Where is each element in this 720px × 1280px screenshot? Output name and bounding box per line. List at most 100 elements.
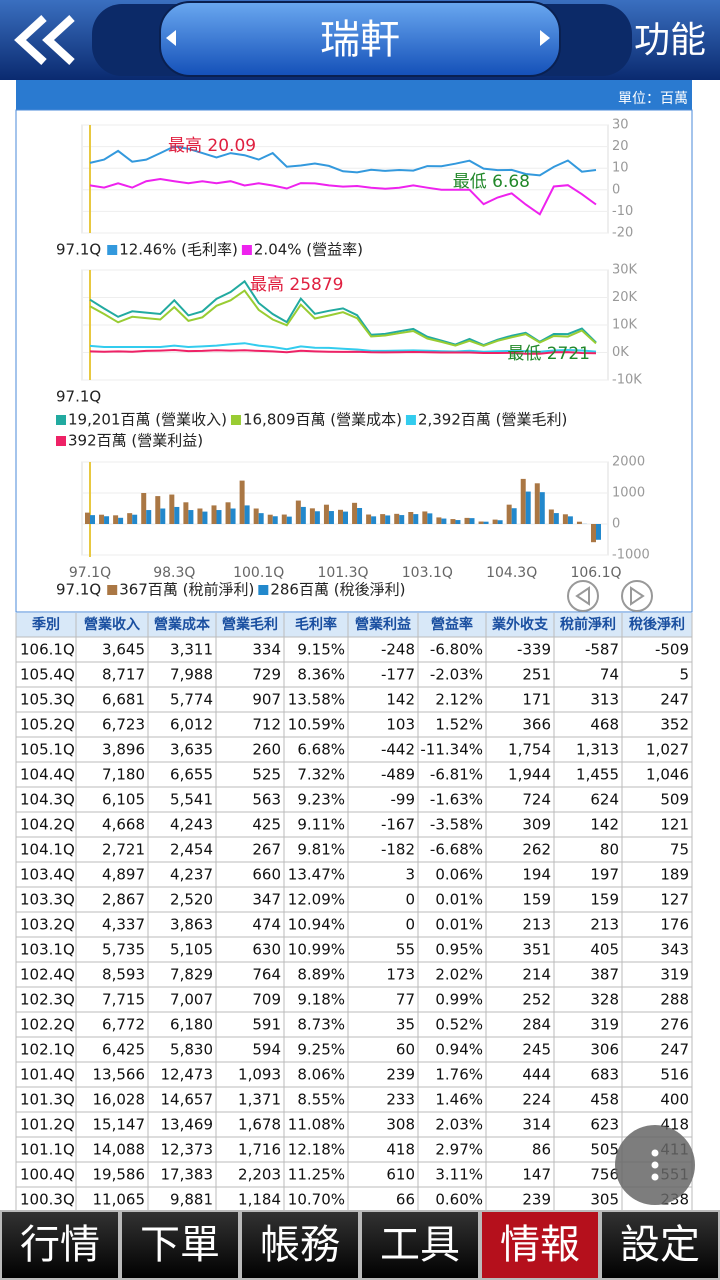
- table-cell: -1.63%: [430, 791, 483, 809]
- bar: [118, 517, 124, 524]
- table-cell: -6.81%: [430, 766, 483, 784]
- bar: [357, 508, 363, 524]
- table-cell: 405: [590, 941, 619, 959]
- table-cell: 233: [386, 1091, 415, 1109]
- table-cell: 594: [252, 1041, 281, 1059]
- table-cell: 288: [660, 991, 689, 1009]
- table-cell: 12.18%: [288, 1141, 345, 1159]
- table-cell: 2,867: [102, 891, 145, 909]
- y-tick-label: -10: [612, 204, 633, 219]
- table-cell: 103.3Q: [20, 891, 75, 909]
- function-button[interactable]: 功能: [634, 20, 706, 61]
- column-header: 營業利益: [355, 616, 411, 633]
- table-cell: 8.55%: [297, 1091, 345, 1109]
- table-cell: 7,007: [170, 991, 213, 1009]
- table-cell: 173: [386, 966, 415, 984]
- table-cell: -587: [585, 641, 619, 659]
- table-cell: 14,088: [93, 1141, 146, 1159]
- table-cell: 6,772: [102, 1016, 145, 1034]
- legend-label: 2.04% (營益率): [254, 241, 363, 259]
- table-cell: -442: [381, 741, 415, 759]
- table-cell: 3.11%: [435, 1166, 483, 1184]
- table-cell: 86: [532, 1141, 551, 1159]
- table-cell: 11.08%: [288, 1116, 345, 1134]
- table-cell: 563: [252, 791, 281, 809]
- table-cell: 10.94%: [288, 916, 345, 934]
- y-tick-label: 30K: [612, 263, 638, 278]
- table-cell: 305: [590, 1191, 619, 1209]
- table-cell: 313: [590, 691, 619, 709]
- table-cell: 8,593: [102, 966, 145, 984]
- bar: [338, 509, 343, 524]
- table-cell: 262: [522, 841, 551, 859]
- bar: [141, 493, 147, 524]
- table-cell: -182: [381, 841, 415, 859]
- table-cell: 60: [396, 1041, 415, 1059]
- legend-label: 2,392百萬 (營業毛利): [418, 411, 567, 429]
- bar: [202, 511, 208, 524]
- tab[interactable]: [240, 1210, 360, 1280]
- y-tick-label: 1000: [612, 486, 645, 501]
- table-cell: 194: [522, 866, 551, 884]
- table-cell: 5,105: [170, 941, 213, 959]
- header-title: 瑞軒: [320, 17, 400, 63]
- table-cell: 10.70%: [288, 1191, 345, 1209]
- tab[interactable]: [120, 1210, 240, 1280]
- bar: [267, 514, 273, 524]
- table-cell: 683: [590, 1066, 619, 1084]
- table-cell: 6,012: [170, 716, 213, 734]
- table-cell: 75: [670, 841, 689, 859]
- table-cell: 35: [396, 1016, 415, 1034]
- tab[interactable]: [360, 1210, 480, 1280]
- table-cell: 6.68%: [297, 741, 345, 759]
- table-cell: 171: [522, 691, 551, 709]
- bar: [464, 517, 470, 524]
- table-cell: 509: [660, 791, 689, 809]
- y-tick-label: 10: [612, 161, 629, 176]
- table-cell: 1.46%: [435, 1091, 483, 1109]
- table-cell: 907: [252, 691, 281, 709]
- table-cell: 104.4Q: [20, 766, 75, 784]
- bar: [427, 513, 433, 524]
- table-cell: 239: [522, 1191, 551, 1209]
- table-cell: 12,373: [161, 1141, 214, 1159]
- table-cell: 0.01%: [435, 891, 483, 909]
- table-cell: 458: [590, 1091, 619, 1109]
- y-tick-label: 2000: [612, 455, 645, 470]
- bar: [539, 492, 545, 524]
- table-cell: 709: [252, 991, 281, 1009]
- table-cell: 9.81%: [297, 841, 345, 859]
- table-cell: -11.34%: [420, 741, 483, 759]
- table-cell: 351: [522, 941, 551, 959]
- next-icon: [630, 586, 645, 606]
- tab[interactable]: [0, 1210, 120, 1280]
- table-cell: 309: [522, 816, 551, 834]
- bar: [244, 505, 250, 524]
- back-button[interactable]: [14, 15, 75, 65]
- table-cell: 13,469: [161, 1116, 214, 1134]
- tab[interactable]: [480, 1210, 600, 1280]
- legend-swatch: [241, 245, 252, 255]
- table-cell: 104.3Q: [20, 791, 75, 809]
- table-cell: 260: [252, 741, 281, 759]
- bar: [183, 502, 189, 524]
- table-cell: 724: [522, 791, 551, 809]
- table-cell: 12,473: [161, 1066, 214, 1084]
- tab[interactable]: [600, 1210, 720, 1280]
- table-cell: 764: [252, 966, 281, 984]
- column-header: 毛利率: [295, 616, 337, 633]
- bar: [104, 516, 110, 524]
- table-cell: 1,455: [576, 766, 619, 784]
- table-cell: 6,681: [102, 691, 145, 709]
- annotation: 最高 25879: [250, 275, 343, 295]
- table-cell: 4,237: [170, 866, 213, 884]
- unit-label: 單位：百萬: [618, 91, 688, 107]
- bar: [520, 478, 526, 524]
- table-cell: 4,897: [102, 866, 145, 884]
- y-tick-label: 0K: [612, 345, 629, 360]
- y-tick-label: -10K: [612, 373, 642, 388]
- table-cell: 610: [386, 1166, 415, 1184]
- prev-button[interactable]: [567, 580, 599, 612]
- bar: [441, 518, 447, 524]
- next-button[interactable]: [621, 580, 653, 612]
